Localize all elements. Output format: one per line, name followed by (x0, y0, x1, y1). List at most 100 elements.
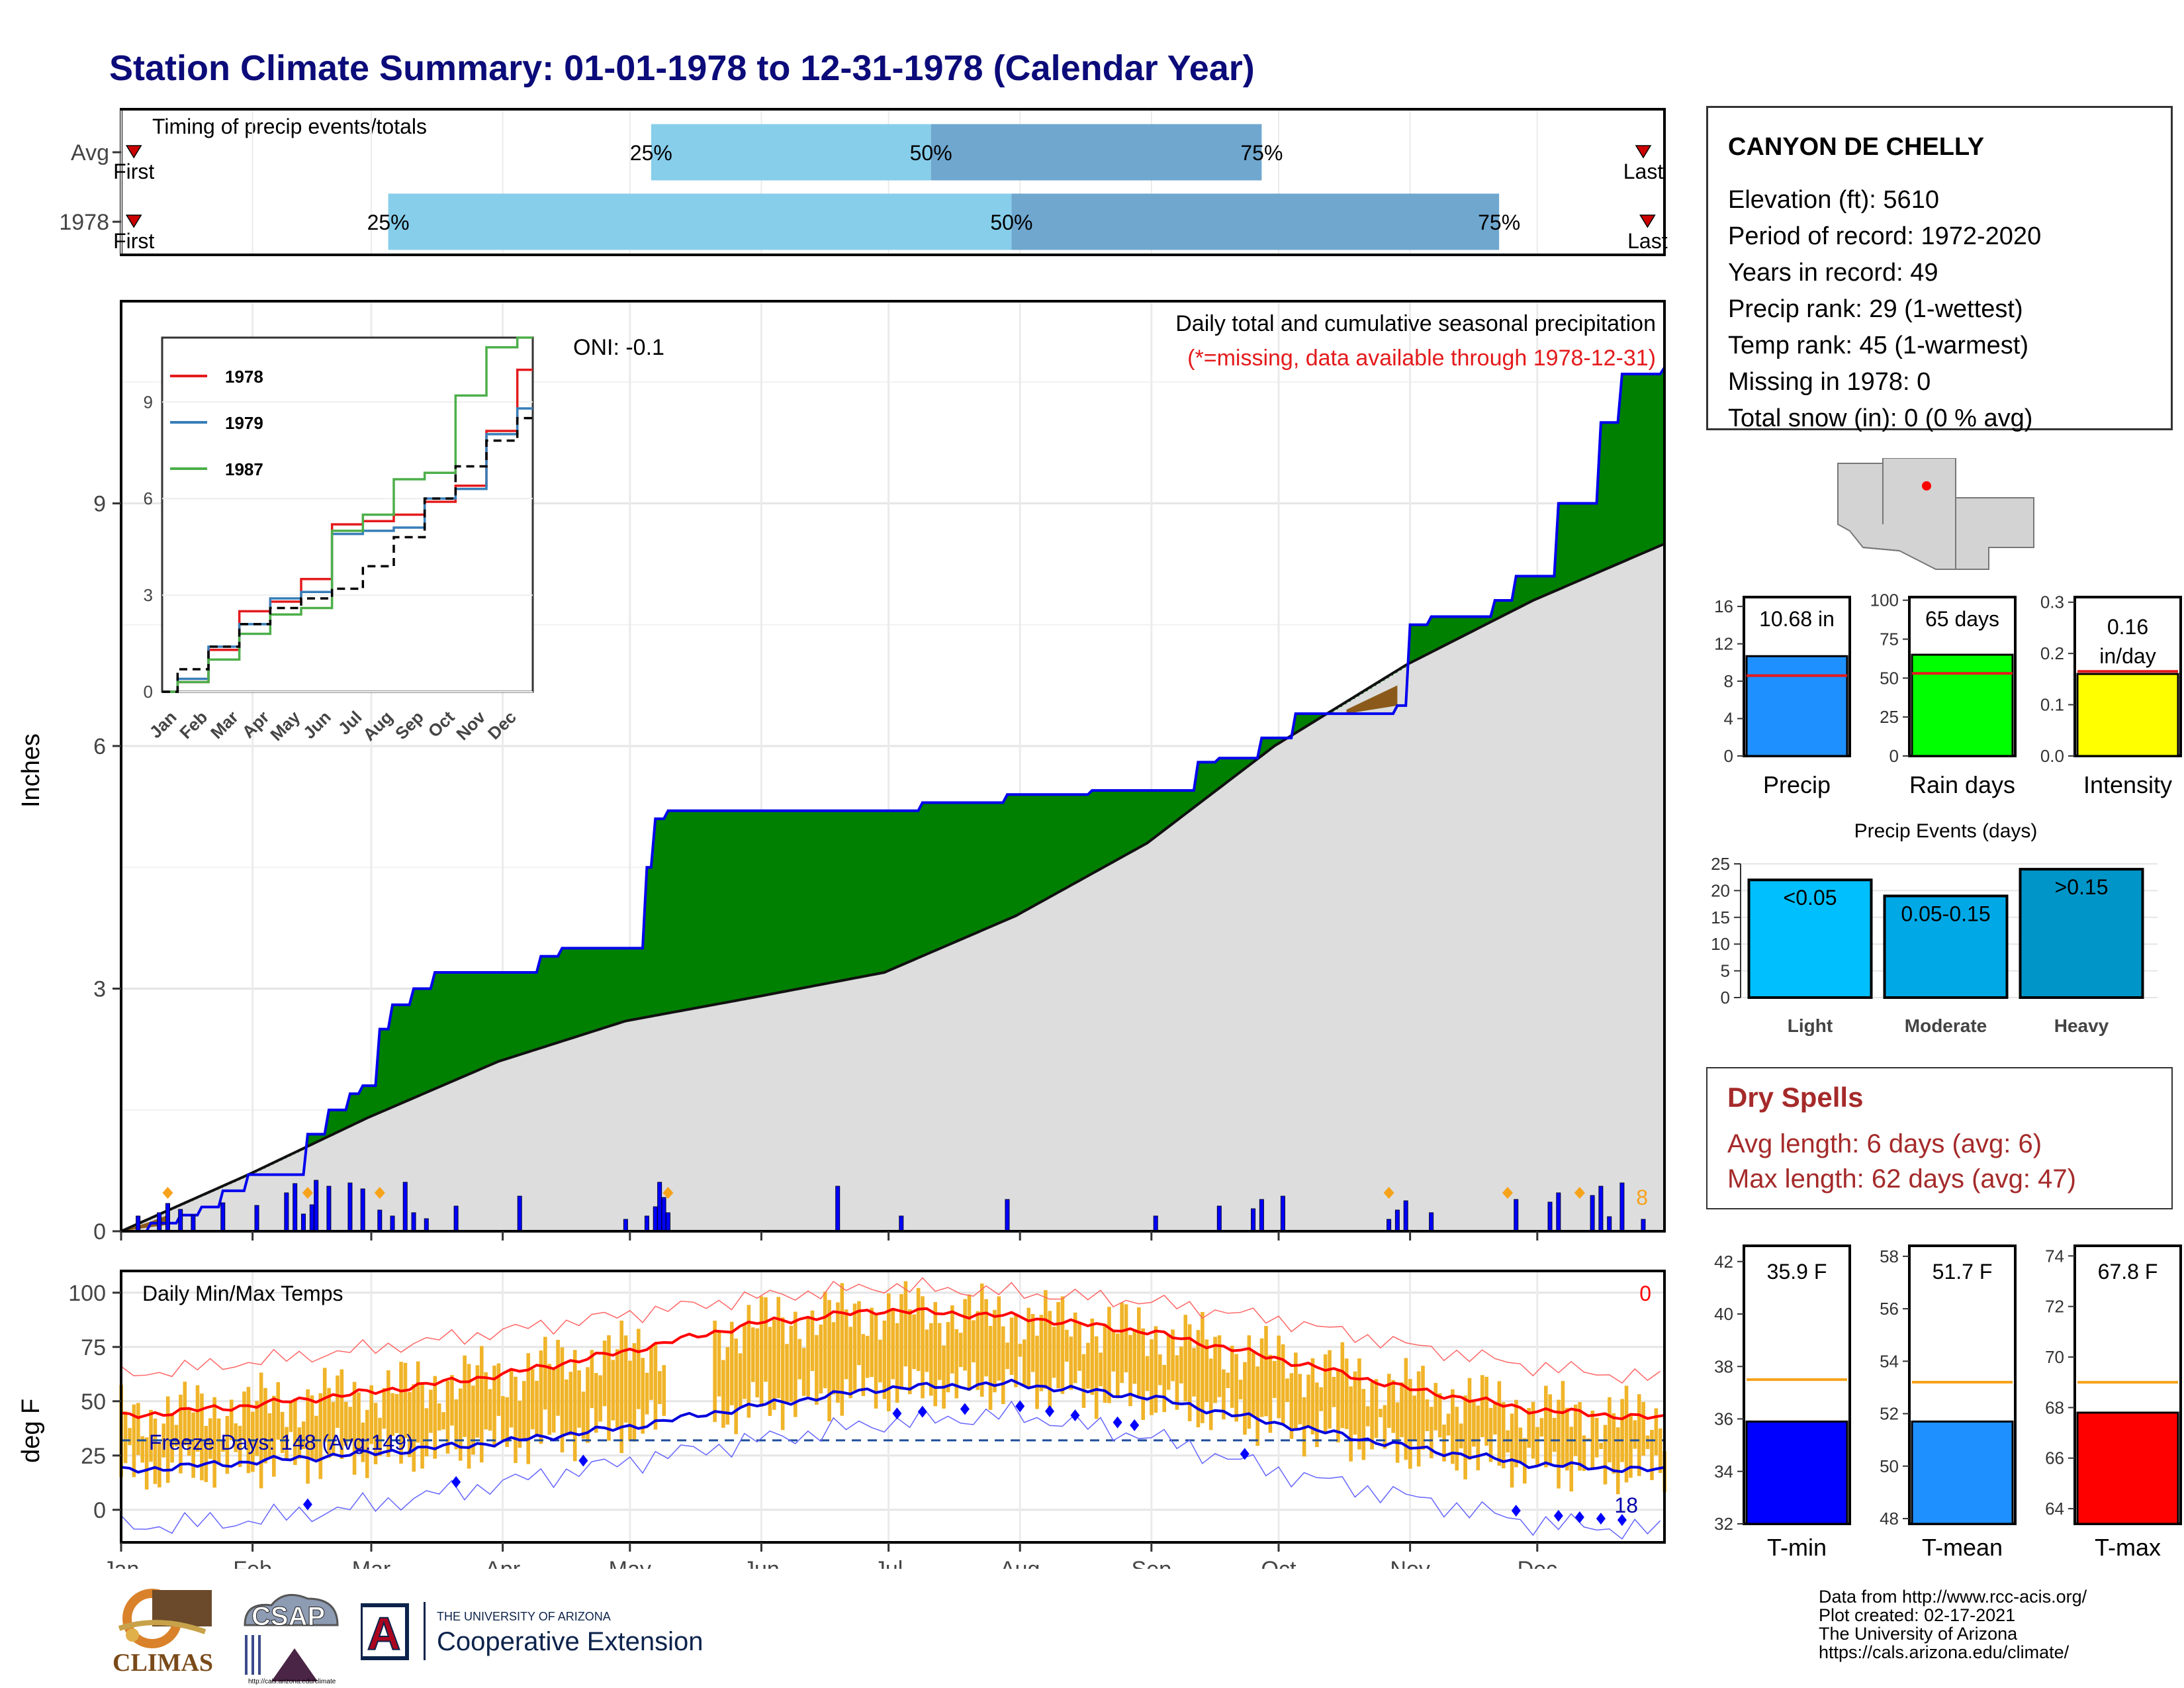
daily-temp-bar (1208, 1358, 1213, 1430)
daily-precip-bar (1547, 1201, 1553, 1232)
daily-temp-bar (1497, 1381, 1502, 1466)
summary-ytick-label: 0.0 (2040, 746, 2064, 766)
daily-temp-bar (590, 1350, 594, 1409)
daily-temp-bar (1128, 1335, 1132, 1407)
daily-temp-bar (539, 1350, 543, 1444)
daily-temp-bar (496, 1363, 501, 1417)
daily-temp-bar (658, 1371, 662, 1405)
inset-ytick-label: 0 (144, 682, 153, 702)
daily-temp-bar (759, 1296, 764, 1407)
precip-ytick-label: 9 (93, 491, 106, 516)
daily-temp-bar (1510, 1413, 1514, 1488)
events-xlabel: Heavy (2054, 1015, 2109, 1036)
daily-temp-bar (797, 1338, 802, 1380)
daily-temp-bar (1315, 1382, 1319, 1448)
daily-temp-bar (1412, 1395, 1417, 1440)
daily-temp-bar (1069, 1336, 1073, 1390)
daily-temp-bar (764, 1297, 768, 1382)
timing-row: 25% 50% 75% First Last 1978 (59, 193, 1668, 253)
daily-temp-bar (1120, 1302, 1124, 1383)
daily-temp-bar (1476, 1405, 1480, 1471)
daily-temp-bar (276, 1382, 281, 1440)
summary-bar (2076, 673, 2179, 757)
daily-temp-bar (200, 1393, 204, 1481)
inset-ytick-label: 6 (144, 489, 153, 508)
inset-series-line (162, 336, 533, 693)
daily-temp-bar (721, 1360, 725, 1428)
temp-summary-xlabel: T-max (2095, 1534, 2161, 1561)
daily-temp-bar (662, 1365, 666, 1416)
daily-temp-bar (586, 1367, 590, 1443)
precip-ytick-label: 0 (93, 1219, 106, 1244)
daily-temp-bar (518, 1401, 522, 1448)
heavy-event-marker (1383, 1187, 1394, 1199)
precip-header: Daily total and cumulative seasonal prec… (1175, 311, 1656, 336)
daily-temp-bar (1285, 1378, 1289, 1402)
climas-mark (118, 1589, 212, 1648)
daily-temp-bar (819, 1325, 823, 1394)
daily-temp-bar (865, 1335, 870, 1378)
daily-temp-bar (484, 1372, 488, 1430)
record-low-marker (1130, 1419, 1140, 1431)
daily-temp-bar (467, 1364, 471, 1469)
daily-temp-bar (1255, 1366, 1259, 1446)
summary-bar (1745, 655, 1848, 757)
daily-temp-bar (611, 1360, 615, 1421)
temp-ylabel: deg F (17, 1398, 45, 1463)
daily-precip-bar (1403, 1200, 1408, 1232)
ua-logo: A THE UNIVERSITY OF ARIZONA Cooperative … (359, 1602, 745, 1668)
daily-precip-bar (191, 1215, 196, 1232)
temp-low-count: 18 (1614, 1493, 1638, 1517)
daily-temp-bar (429, 1389, 433, 1433)
daily-temp-bar (717, 1330, 721, 1397)
summary-ytick-label: 8 (1724, 671, 1733, 691)
events-bar-label: <0.05 (1784, 886, 1837, 910)
timing-last-label: Last (1627, 229, 1668, 253)
daily-temp-bar (221, 1440, 225, 1452)
location-map (1837, 458, 2035, 571)
daily-precip-bar (517, 1196, 522, 1232)
timing-bar-early (651, 124, 931, 181)
daily-temp-bar (899, 1293, 903, 1390)
daily-temp-bar (641, 1358, 645, 1434)
daily-temp-bar (1310, 1358, 1315, 1434)
events-bar (1747, 878, 1873, 999)
daily-temp-bar (1582, 1435, 1586, 1472)
temp-summary-ytick-label: 48 (1880, 1509, 1899, 1528)
timing-row: 25% 50% 75% First Last Avg (71, 124, 1663, 183)
daily-temp-bar (958, 1333, 963, 1368)
daily-temp-bar (976, 1311, 980, 1390)
dry-spells-box: Dry Spells Avg length: 6 days (avg: 6) M… (1706, 1067, 2173, 1209)
daily-temp-bar (857, 1301, 861, 1366)
timing-last-marker (1635, 145, 1652, 159)
daily-temp-bar (365, 1409, 369, 1478)
daily-temp-bar (1179, 1346, 1183, 1383)
temp-summary-ytick-label: 66 (2045, 1448, 2064, 1468)
daily-temp-bar (967, 1294, 972, 1391)
daily-temp-bar (1565, 1407, 1569, 1471)
daily-temp-bar (1527, 1408, 1531, 1448)
events-ytick-label: 10 (1711, 934, 1730, 954)
daily-temp-bar (1336, 1369, 1340, 1442)
daily-temp-bar (751, 1327, 755, 1382)
daily-temp-bar (1014, 1314, 1018, 1387)
daily-temp-bar (602, 1340, 607, 1407)
daily-temp-bar (895, 1323, 899, 1403)
daily-temp-bar (1349, 1386, 1353, 1462)
daily-temp-bar (343, 1401, 348, 1446)
record-low-marker (1240, 1448, 1250, 1460)
daily-temp-bar (246, 1387, 251, 1474)
daily-temp-bar (1425, 1399, 1430, 1431)
daily-temp-bar (1539, 1418, 1544, 1437)
daily-temp-bar (1561, 1381, 1565, 1468)
daily-temp-bar (886, 1293, 891, 1412)
temp-summary-ytick-label: 42 (1714, 1252, 1733, 1272)
daily-temp-bar (729, 1321, 734, 1405)
daily-temp-bar (424, 1408, 429, 1457)
daily-precip-bar (390, 1215, 395, 1232)
inset-ytick-label: 9 (144, 392, 153, 412)
daily-temp-bar (581, 1391, 586, 1439)
daily-precip-bar (453, 1205, 459, 1232)
station-line: Years in record: 49 (1728, 259, 1938, 287)
daily-temp-bar (1379, 1409, 1383, 1417)
